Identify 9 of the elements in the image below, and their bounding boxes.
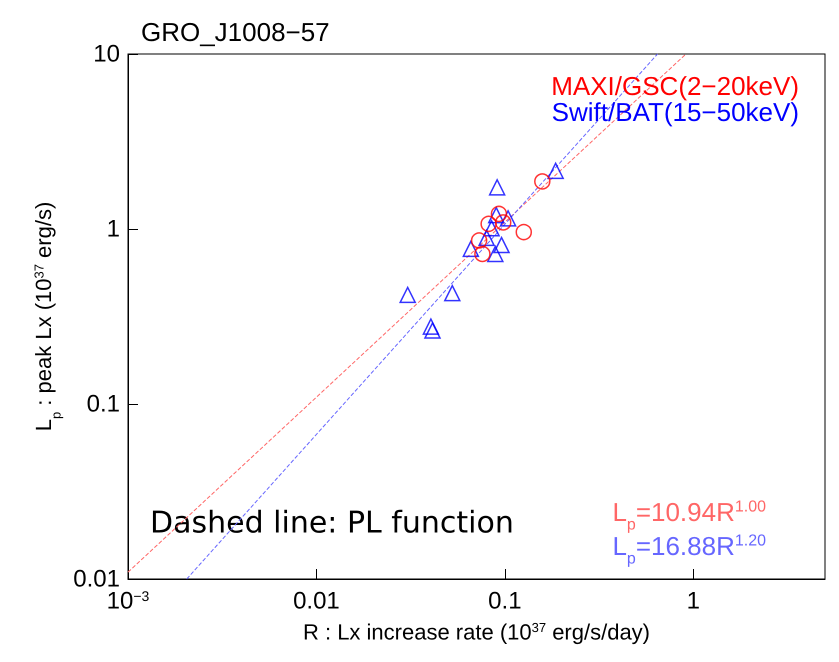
chart-title: GRO_J1008−57 bbox=[141, 17, 330, 47]
y-tick-label: 1 bbox=[106, 216, 120, 242]
x-tick-label: 1 bbox=[686, 588, 700, 614]
y-tick-label: 10 bbox=[93, 40, 120, 68]
x-tick-label: 0.01 bbox=[293, 588, 340, 614]
y-axis-title: Lp : peak Lx (1037 erg/s) bbox=[30, 202, 64, 432]
y-tick-label: 0.01 bbox=[73, 566, 120, 592]
y-tick-label: 0.1 bbox=[86, 390, 120, 418]
x-tick-label: 0.1 bbox=[488, 588, 522, 614]
